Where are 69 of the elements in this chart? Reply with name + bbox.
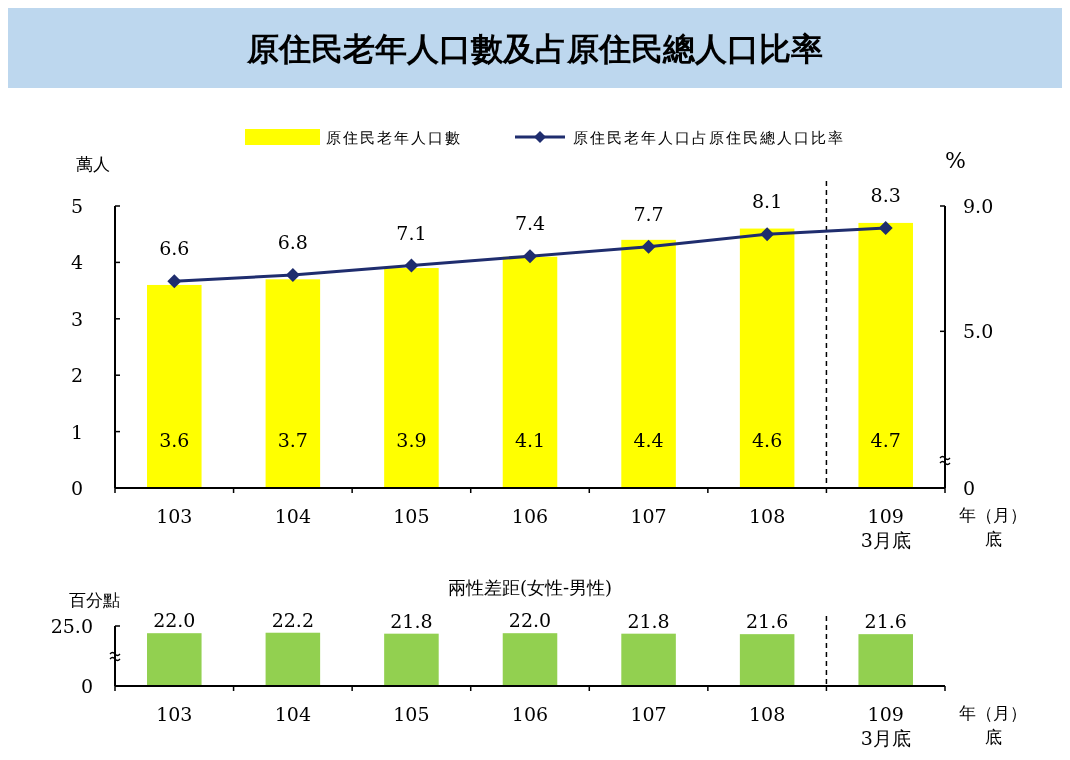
- data-label: 21.6: [864, 610, 907, 633]
- y-tick-label: 0: [70, 477, 83, 499]
- x-tick-label: 104: [274, 703, 311, 725]
- point: [285, 267, 300, 282]
- x-tick-label: 108: [749, 505, 786, 527]
- x-tick-label: 108: [749, 703, 786, 725]
- data-label: 22.0: [153, 609, 196, 632]
- data-label: 21.8: [627, 609, 670, 632]
- data-label: 6.8: [277, 230, 308, 253]
- point: [167, 274, 182, 289]
- data-label: 7.7: [633, 202, 664, 225]
- data-label: 4.4: [633, 429, 664, 452]
- legend-label: 原住民老年人口數: [326, 129, 462, 147]
- y2-tick-label: 5.0: [963, 320, 994, 343]
- legend-label: 原住民老年人口占原住民總人口比率: [573, 129, 845, 147]
- data-label: 22.0: [508, 609, 552, 632]
- data-label: 21.8: [390, 609, 433, 632]
- x-tick-label: 106: [511, 505, 549, 527]
- data-label: 4.1: [514, 429, 546, 452]
- data-label: 7.1: [396, 221, 427, 244]
- data-label: 7.4: [514, 212, 546, 235]
- y-tick-label: 1: [70, 420, 83, 443]
- y-tick-label: 0: [80, 675, 93, 697]
- data-label: 8.1: [752, 190, 783, 213]
- point: [523, 249, 537, 264]
- y2-axis-title: %: [945, 148, 966, 173]
- y-tick-label: 4: [70, 251, 83, 274]
- x-axis-title: 年（月）底: [959, 505, 1027, 549]
- y2-tick-label: 9.0: [963, 195, 994, 217]
- data-label: 3.6: [159, 429, 190, 452]
- data-label: 21.6: [745, 610, 789, 633]
- bar: [858, 222, 913, 488]
- chart-title: 原住民老年人口數及占原住民總人口比率: [246, 30, 823, 68]
- y-axis-title: 萬人: [76, 154, 110, 174]
- bar: [502, 256, 558, 488]
- point: [404, 258, 419, 273]
- point: [641, 239, 656, 254]
- data-label: 3.7: [277, 429, 308, 452]
- y2-tick-label: 0: [963, 477, 976, 499]
- bar: [265, 279, 321, 488]
- x-tick-label: 106: [511, 703, 549, 725]
- bar: [147, 284, 202, 488]
- y-axis-title: 百分點: [69, 590, 120, 610]
- chart-title: 兩性差距(女性-男性): [447, 577, 613, 598]
- y-tick-label: 25.0: [50, 615, 93, 637]
- x-tick-label: 105: [393, 703, 430, 725]
- x-tick-label: 104: [274, 505, 311, 527]
- data-label: 4.6: [752, 429, 783, 452]
- point: [760, 227, 775, 242]
- data-label: 6.6: [159, 237, 190, 260]
- x-tick-label: 103: [156, 703, 193, 725]
- x-tick-label: 105: [393, 505, 430, 527]
- x-tick-label: 109 3月底: [860, 505, 911, 551]
- x-tick-label: 103: [156, 505, 193, 527]
- bar: [384, 268, 439, 488]
- data-label: 3.9: [396, 429, 427, 452]
- y-tick-label: 5: [70, 195, 83, 217]
- bar: [739, 228, 795, 488]
- x-tick-label: 109 3月底: [860, 703, 911, 749]
- x-tick-label: 107: [630, 703, 667, 725]
- point: [878, 220, 893, 235]
- y-tick-label: 3: [70, 307, 83, 330]
- y-tick-label: 2: [70, 364, 83, 387]
- data-label: 4.7: [870, 429, 901, 452]
- bar: [621, 239, 676, 488]
- data-label: 8.3: [870, 183, 901, 206]
- data-label: 22.2: [271, 608, 315, 631]
- x-axis-title: 年（月）底: [959, 703, 1027, 747]
- x-tick-label: 107: [630, 505, 667, 527]
